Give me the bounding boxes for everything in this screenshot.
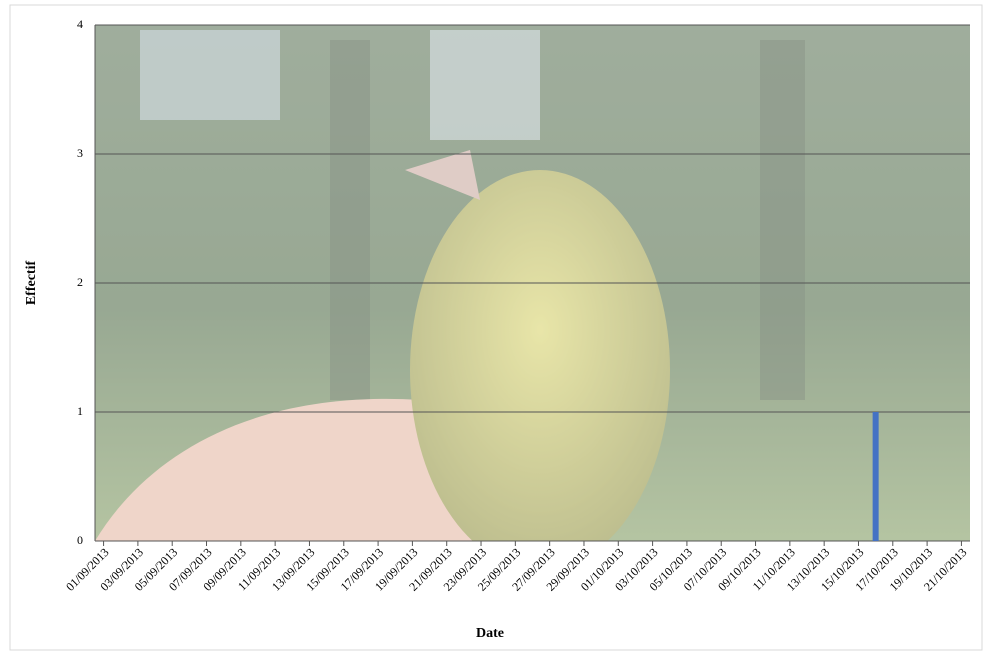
y-axis-title: Effectif xyxy=(24,261,39,306)
y-tick-label: 4 xyxy=(77,17,83,31)
bar xyxy=(872,412,879,541)
background-photo xyxy=(95,25,970,541)
x-axis-title: Date xyxy=(476,626,504,641)
y-tick-label: 1 xyxy=(77,404,83,418)
y-tick-label: 3 xyxy=(77,146,83,160)
y-tick-label: 2 xyxy=(77,275,83,289)
y-tick-label: 0 xyxy=(77,533,83,547)
